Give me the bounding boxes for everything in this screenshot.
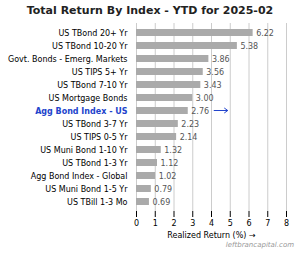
svg-text:5: 5 [228, 219, 233, 228]
svg-text:US TBond 20+ Yr: US TBond 20+ Yr [58, 29, 128, 38]
svg-text:2.76: 2.76 [191, 107, 209, 116]
svg-text:Agg Bond Index - US: Agg Bond Index - US [35, 107, 128, 116]
html-text:Total Return By Index - YTD fo: Total Return By Index - YTD for 2025-02 [26, 4, 274, 17]
svg-text:US Muni Bond 1-10 Yr: US Muni Bond 1-10 Yr [40, 146, 128, 155]
svg-text:Govt. Bonds - Emerg. Markets: Govt. Bonds - Emerg. Markets [8, 55, 127, 64]
svg-text:US TBond 3-7 Yr: US TBond 3-7 Yr [62, 120, 128, 129]
svg-text:3: 3 [190, 219, 195, 228]
svg-text:0.79: 0.79 [154, 185, 172, 194]
svg-text:8: 8 [284, 219, 289, 228]
svg-text:0.69: 0.69 [152, 198, 170, 207]
svg-text:5.38: 5.38 [240, 42, 258, 51]
html-text:leftbrancapital.com: leftbrancapital.com [225, 241, 294, 249]
svg-text:US Muni Bond 1-5 Yr: US Muni Bond 1-5 Yr [45, 185, 128, 194]
svg-text:US TIPS 5+ Yr: US TIPS 5+ Yr [72, 68, 128, 77]
svg-text:1: 1 [153, 219, 158, 228]
svg-text:6.22: 6.22 [256, 29, 274, 38]
svg-text:US Mortgage Bonds: US Mortgage Bonds [49, 94, 128, 103]
svg-text:1.32: 1.32 [164, 146, 182, 155]
svg-text:0: 0 [134, 219, 139, 228]
svg-text:US TBond 10-20 Yr: US TBond 10-20 Yr [52, 42, 128, 51]
svg-text:3.43: 3.43 [204, 81, 222, 90]
svg-text:6: 6 [246, 219, 251, 228]
svg-text:3.56: 3.56 [206, 68, 224, 77]
svg-text:2: 2 [171, 219, 176, 228]
svg-text:1.12: 1.12 [161, 159, 179, 168]
svg-text:US TBond 7-10 Yr: US TBond 7-10 Yr [57, 81, 128, 90]
svg-text:2.23: 2.23 [181, 120, 199, 129]
svg-text:7: 7 [265, 219, 270, 228]
svg-text:2.14: 2.14 [180, 133, 198, 142]
svg-text:US TBill 1-3 Mo: US TBill 1-3 Mo [67, 198, 128, 207]
svg-text:3.86: 3.86 [212, 55, 230, 64]
svg-text:4: 4 [209, 219, 214, 228]
svg-text:3.00: 3.00 [196, 94, 214, 103]
svg-text:Agg Bond Index - Global: Agg Bond Index - Global [31, 172, 128, 181]
svg-text:US TBond 1-3 Yr: US TBond 1-3 Yr [62, 159, 128, 168]
svg-text:US TIPS 0-5 Yr: US TIPS 0-5 Yr [71, 133, 129, 142]
svg-text:1.02: 1.02 [159, 172, 177, 181]
svg-text:Realized Return (%) →: Realized Return (%) → [167, 231, 256, 240]
